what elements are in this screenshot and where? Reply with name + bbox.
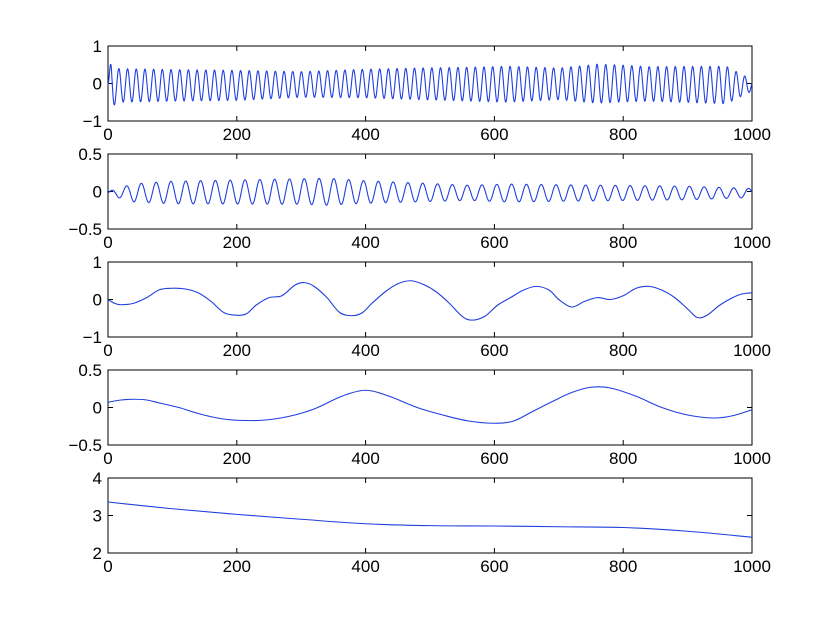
x-tick-label: 1000 — [733, 341, 771, 360]
subplot-5: 0 200 400 600 800 1000 2 3 4 — [93, 469, 771, 576]
y-tick-label: 2 — [93, 544, 102, 563]
x-tick-label: 0 — [103, 233, 112, 252]
y-tick-label: −0.5 — [68, 436, 102, 455]
x-tick-label: 800 — [609, 449, 637, 468]
x-tick-label: 600 — [480, 449, 508, 468]
axes-frame — [107, 477, 753, 554]
y-tick-label: 4 — [93, 469, 102, 488]
series-line — [107, 386, 753, 424]
x-tick-label: 200 — [223, 341, 251, 360]
y-tick-label: −0.5 — [68, 220, 102, 239]
axes-frame — [107, 369, 753, 446]
x-tick-label: 1000 — [733, 125, 771, 144]
x-tick-label: 200 — [223, 233, 251, 252]
y-tick-label: 1 — [93, 253, 102, 272]
y-tick-label: 0 — [93, 399, 102, 418]
y-tick-label: −1 — [83, 328, 102, 347]
x-tick-label: 200 — [223, 125, 251, 144]
y-tick-label: 0 — [93, 75, 102, 94]
x-tick-label: 1000 — [733, 449, 771, 468]
axes-frame — [107, 261, 753, 338]
x-tick-label: 400 — [351, 557, 379, 576]
x-tick-label: 0 — [103, 449, 112, 468]
x-tick-label: 0 — [103, 125, 112, 144]
series-line — [107, 177, 753, 206]
y-tick-label: 3 — [93, 507, 102, 526]
y-tick-label: −1 — [83, 112, 102, 131]
y-tick-label: 0 — [93, 183, 102, 202]
x-tick-label: 800 — [609, 341, 637, 360]
x-tick-label: 400 — [351, 449, 379, 468]
x-tick-label: 200 — [223, 449, 251, 468]
x-tick-label: 400 — [351, 341, 379, 360]
y-tick-label: 1 — [93, 37, 102, 56]
x-tick-label: 800 — [609, 233, 637, 252]
series-line — [107, 63, 753, 106]
x-tick-label: 1000 — [733, 233, 771, 252]
x-tick-label: 800 — [609, 125, 637, 144]
subplot-1: 0 200 400 600 800 1000−101 — [83, 37, 771, 144]
axes-frame — [107, 153, 753, 230]
x-tick-label: 0 — [103, 341, 112, 360]
x-tick-label: 600 — [480, 341, 508, 360]
x-tick-label: 0 — [103, 557, 112, 576]
x-tick-label: 600 — [480, 125, 508, 144]
y-tick-label: 0.5 — [78, 361, 102, 380]
x-tick-label: 600 — [480, 233, 508, 252]
subplot-2: 0 200 400 600 800 1000−0.500.5 — [68, 145, 770, 252]
x-tick-label: 400 — [351, 233, 379, 252]
subplot-3: 0 200 400 600 800 1000−101 — [83, 253, 771, 360]
y-tick-label: 0.5 — [78, 145, 102, 164]
x-tick-label: 600 — [480, 557, 508, 576]
subplot-4: 0 200 400 600 800 1000−0.500.5 — [68, 361, 770, 468]
x-tick-label: 1000 — [733, 557, 771, 576]
x-tick-label: 800 — [609, 557, 637, 576]
x-tick-label: 400 — [351, 125, 379, 144]
y-tick-label: 0 — [93, 291, 102, 310]
series-line — [107, 280, 753, 321]
series-line — [107, 501, 753, 538]
x-tick-label: 200 — [223, 557, 251, 576]
